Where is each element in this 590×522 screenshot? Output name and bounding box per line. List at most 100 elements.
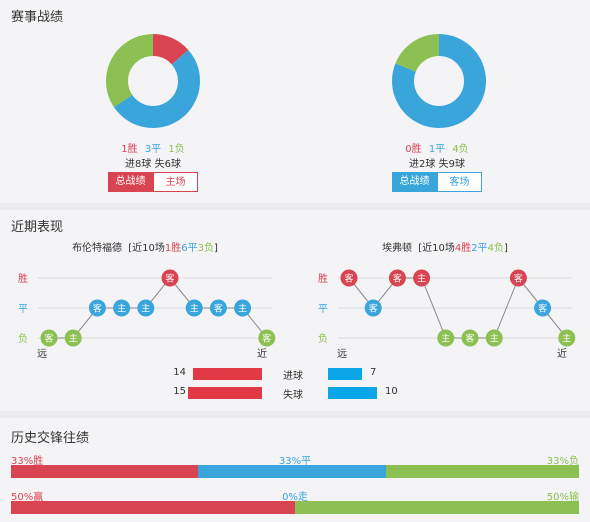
away-form-point: 主	[413, 269, 431, 287]
home-venue-tab[interactable]: 主场	[153, 172, 198, 192]
h2h-win-label: 33%胜	[11, 456, 44, 467]
away-form-point: 客	[509, 269, 527, 287]
away-form-point: 主	[485, 329, 503, 347]
home-total-tab[interactable]: 总战绩	[108, 172, 153, 192]
away-team-name: 埃弗顿	[382, 243, 413, 254]
home-form-line	[49, 277, 268, 339]
svg-text:客: 客	[369, 303, 378, 315]
home-conceded-bar	[188, 387, 262, 399]
section-recent-form: 近期表现 布伦特福德 [近10场1胜6平3负] 埃弗顿 [近10场4胜2平4负]…	[0, 210, 590, 411]
away-form-point: 主	[437, 329, 455, 347]
scored-label: 进球	[283, 371, 303, 382]
home-draws: 3平	[144, 144, 162, 155]
home-form-far-label: 远	[37, 348, 47, 360]
away-scored-value: 7	[370, 367, 377, 378]
section-record-title: 赛事战绩	[11, 10, 64, 25]
home-form-point: 客	[40, 329, 58, 347]
home-form-point: 主	[234, 299, 252, 317]
h2h-lose-label: 50%输	[546, 492, 579, 503]
svg-text:主: 主	[490, 333, 499, 345]
h2h-loss-label: 33%负	[546, 456, 579, 467]
away-form-header: 埃弗顿 [近10场4胜2平4负]	[340, 239, 550, 254]
section-head-to-head: 历史交锋往绩 33%胜 33%平 33%负 50%赢 0%走 50%输	[0, 418, 590, 522]
home-loss-slice	[106, 34, 200, 128]
svg-text:主: 主	[441, 333, 450, 345]
away-axis-win: 胜	[318, 273, 328, 285]
h2h-push-label: 0%走	[282, 492, 308, 503]
home-record-summary: 1胜 3平 1负	[108, 140, 198, 155]
away-conceded-value: 10	[385, 386, 398, 397]
away-total-tab[interactable]: 总战绩	[392, 172, 437, 192]
away-form-point: 客	[388, 269, 406, 287]
away-form-point: 客	[534, 299, 552, 317]
away-record-donut	[392, 34, 486, 128]
home-form-point: 主	[64, 329, 82, 347]
svg-text:主: 主	[562, 333, 571, 345]
svg-text:主: 主	[69, 333, 78, 345]
h2h-handicap-win-segment	[11, 501, 295, 514]
home-form-close: ]	[214, 243, 218, 254]
home-form-point: 客	[88, 299, 106, 317]
svg-text:主: 主	[238, 303, 247, 315]
svg-text:客: 客	[393, 273, 402, 285]
section-recent-title: 近期表现	[11, 220, 64, 235]
home-form-near-label: 近	[257, 347, 267, 360]
svg-text:客: 客	[538, 303, 547, 315]
h2h-result-bar	[11, 465, 579, 478]
away-form-open: [近10场	[418, 243, 455, 254]
away-losses: 4负	[452, 144, 469, 155]
home-draw-slice	[106, 34, 200, 128]
away-form-point: 主	[558, 329, 576, 347]
h2h-result-draw-segment	[198, 465, 386, 478]
home-goals: 进8球 失6球	[125, 159, 181, 170]
away-draws: 1平	[428, 144, 446, 155]
home-form-chart: 胜平负客主客主主客主客主客远近	[18, 269, 276, 360]
home-form-wins: 1胜	[164, 243, 182, 254]
home-axis-win: 胜	[18, 273, 28, 285]
away-axis-loss: 负	[318, 332, 328, 345]
home-form-header: 布伦特福德 [近10场1胜6平3负]	[40, 239, 250, 254]
home-conceded-value: 15	[173, 386, 186, 397]
away-loss-slice	[392, 34, 486, 128]
away-form-far-label: 远	[337, 348, 347, 360]
svg-text:主: 主	[190, 303, 199, 315]
svg-text:客: 客	[262, 333, 271, 345]
h2h-result-win-segment	[11, 465, 199, 478]
svg-text:客: 客	[465, 333, 474, 345]
away-axis-draw: 平	[318, 304, 328, 315]
home-form-draws: 6平	[181, 243, 198, 254]
away-form-point: 客	[364, 299, 382, 317]
home-wins: 1胜	[121, 144, 138, 155]
away-form-close: ]	[504, 243, 508, 254]
svg-text:客: 客	[44, 333, 53, 345]
home-team-name: 布伦特福德	[72, 243, 123, 254]
away-form-line	[348, 277, 568, 339]
h2h-result-loss-segment	[385, 465, 579, 478]
home-form-point: 客	[161, 269, 179, 287]
away-conceded-bar	[328, 387, 377, 399]
away-venue-tab[interactable]: 客场	[437, 172, 482, 192]
away-form-chart: 胜平负客客客 主主客主客客主远近	[318, 269, 576, 360]
home-axis-draw: 平	[18, 304, 28, 315]
away-record-summary: 0胜 1平 4负	[392, 140, 482, 155]
home-form-open: [近10场	[128, 243, 165, 254]
svg-text:主: 主	[117, 303, 126, 315]
h2h-draw-label: 33%平	[278, 456, 312, 467]
away-form-point: 客	[461, 329, 479, 347]
away-form-wins: 4胜	[454, 243, 472, 254]
home-form-point: 主	[113, 299, 131, 317]
home-form-point: 客	[209, 299, 227, 317]
home-form-losses: 3负	[197, 243, 215, 254]
section-h2h-title: 历史交锋往绩	[11, 431, 90, 446]
home-form-point: 主	[185, 299, 203, 317]
svg-text:客: 客	[93, 303, 102, 315]
svg-text:主: 主	[141, 303, 150, 315]
away-wins: 0胜	[405, 144, 422, 155]
svg-text:客: 客	[514, 273, 523, 285]
svg-text:主: 主	[417, 273, 426, 285]
home-losses: 1负	[168, 144, 185, 155]
svg-text:客: 客	[214, 303, 223, 315]
svg-text:客: 客	[344, 273, 353, 285]
home-axis-loss: 负	[18, 332, 28, 345]
svg-text:客: 客	[165, 273, 174, 285]
